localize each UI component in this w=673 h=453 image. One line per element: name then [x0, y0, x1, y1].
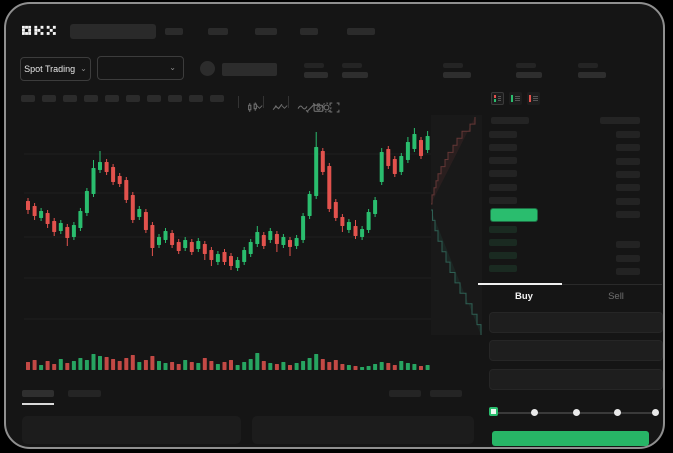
tab-divider: [478, 284, 662, 285]
top-nav: [6, 4, 665, 52]
orders-action[interactable]: [430, 390, 462, 397]
nav-item[interactable]: [347, 28, 375, 35]
ask-row-placeholder[interactable]: [489, 157, 517, 164]
chevron-down-icon: ⌄: [169, 63, 176, 72]
trade-row-placeholder: [616, 241, 640, 248]
book-buy-icon[interactable]: [509, 92, 522, 105]
timeframe-button[interactable]: [105, 95, 119, 102]
bid-row-placeholder[interactable]: [489, 226, 517, 233]
column-header-placeholder: [600, 117, 640, 124]
orders-table-placeholder: [252, 416, 474, 444]
book-sell-icon[interactable]: [527, 92, 540, 105]
timeframe-button[interactable]: [21, 95, 35, 102]
stat-label-placeholder: [443, 63, 463, 68]
timeframe-button[interactable]: [63, 95, 77, 102]
last-price-badge[interactable]: [491, 209, 537, 221]
ask-row-placeholder[interactable]: [489, 144, 517, 151]
book-both-icon[interactable]: [491, 92, 504, 105]
nav-item[interactable]: [300, 28, 318, 35]
bid-row-placeholder[interactable]: [489, 265, 517, 272]
chart-toolbar-icons: [238, 93, 340, 113]
timeframe-button[interactable]: [189, 95, 203, 102]
timeframe-button[interactable]: [126, 95, 140, 102]
orders-tab-active[interactable]: [22, 390, 54, 397]
bid-row-placeholder[interactable]: [489, 239, 517, 246]
ask-row-placeholder[interactable]: [489, 184, 517, 191]
stat-value-placeholder: [516, 72, 542, 78]
divider: [288, 96, 289, 108]
active-tab-indicator: [478, 283, 562, 285]
stat-value-placeholder: [443, 72, 471, 78]
timeframe-button[interactable]: [210, 95, 224, 102]
stat-value-placeholder: [578, 72, 606, 78]
slider-stop-dot[interactable]: [531, 409, 538, 416]
nav-item[interactable]: [255, 28, 277, 35]
bid-row-placeholder[interactable]: [489, 252, 517, 259]
stat-label-placeholder: [342, 63, 362, 68]
trade-row-placeholder: [616, 144, 640, 151]
divider: [263, 96, 264, 108]
coin-icon: [200, 61, 215, 76]
orders-tab[interactable]: [68, 390, 101, 397]
trade-row-placeholder: [616, 131, 640, 138]
column-header-placeholder: [491, 117, 529, 124]
search-input[interactable]: [70, 24, 156, 39]
slider-stop-dot[interactable]: [573, 409, 580, 416]
trade-row-placeholder: [616, 268, 640, 275]
stat-label-placeholder: [578, 63, 598, 68]
tab-sell[interactable]: Sell: [608, 291, 624, 302]
last-price-placeholder: [222, 63, 277, 76]
nav-item[interactable]: [165, 28, 183, 35]
stat-value-placeholder: [304, 72, 328, 78]
trade-row-placeholder: [616, 198, 640, 205]
app-screen: Spot Trading ⌄ ⌄: [6, 4, 665, 448]
timeframe-button[interactable]: [42, 95, 56, 102]
order-form-field[interactable]: [489, 312, 663, 333]
stat-value-placeholder: [342, 72, 368, 78]
stat-label-placeholder: [304, 63, 324, 68]
candlestick-chart[interactable]: [20, 109, 483, 377]
nav-item[interactable]: [208, 28, 228, 35]
slider-stop-dot[interactable]: [652, 409, 659, 416]
trade-row-placeholder: [616, 171, 640, 178]
market-type-label: Spot Trading: [24, 64, 76, 74]
order-form-field[interactable]: [489, 340, 663, 361]
buy-submit-button[interactable]: [492, 431, 649, 446]
divider: [238, 96, 239, 108]
order-form-field[interactable]: [489, 369, 663, 390]
chevron-down-icon: ⌄: [80, 64, 87, 73]
pair-selector-dropdown[interactable]: ⌄: [97, 56, 184, 80]
slider-stop-dot[interactable]: [614, 409, 621, 416]
trade-row-placeholder: [616, 255, 640, 262]
orderbook-panel: Buy Sell: [478, 84, 663, 448]
okx-logo: [22, 25, 56, 35]
timeframe-button[interactable]: [147, 95, 161, 102]
market-type-dropdown[interactable]: Spot Trading ⌄: [20, 57, 91, 81]
tab-buy[interactable]: Buy: [515, 291, 533, 302]
active-tab-underline: [22, 403, 54, 405]
timeframe-button[interactable]: [168, 95, 182, 102]
trade-row-placeholder: [616, 184, 640, 191]
ask-row-placeholder[interactable]: [489, 197, 517, 204]
ask-row-placeholder[interactable]: [489, 170, 517, 177]
trade-row-placeholder: [616, 211, 640, 218]
orders-action[interactable]: [389, 390, 421, 397]
trade-row-placeholder: [616, 158, 640, 165]
orders-table-placeholder: [22, 416, 241, 444]
stat-label-placeholder: [516, 63, 536, 68]
slider-handle[interactable]: [489, 407, 498, 416]
ask-row-placeholder[interactable]: [489, 131, 517, 138]
timeframe-button[interactable]: [84, 95, 98, 102]
